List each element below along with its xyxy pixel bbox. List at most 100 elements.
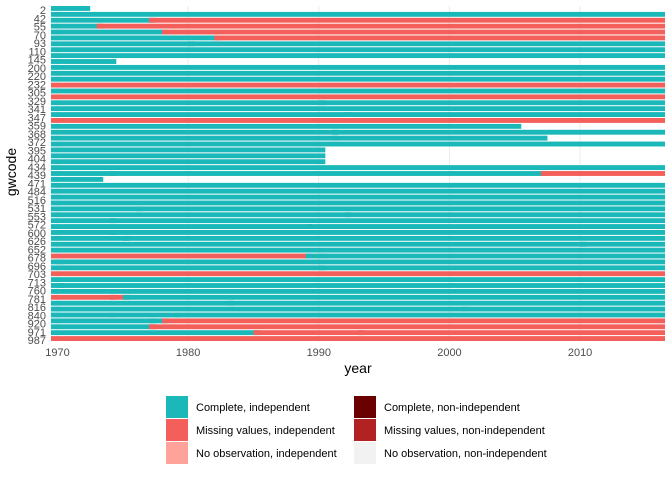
- y-tick-label: 760: [28, 286, 46, 298]
- bar-segment: [318, 100, 665, 106]
- y-tick-label: 305: [28, 88, 46, 100]
- bar-segment: [344, 212, 665, 218]
- bar-segment: [51, 64, 665, 70]
- bar-segment: [51, 70, 665, 76]
- bar-segment: [96, 23, 666, 29]
- bar-segment: [51, 253, 313, 259]
- y-tick-label: 484: [28, 187, 46, 199]
- bar-segment: [188, 41, 665, 47]
- bar-segment: [344, 112, 665, 117]
- bar-segment: [51, 118, 665, 123]
- y-axis-tick-labels: 2425570931101452002202323053293413473593…: [28, 5, 46, 347]
- y-tick-label: 2: [40, 5, 46, 17]
- y-tick-label: 145: [28, 55, 46, 67]
- bar-segment: [57, 259, 665, 265]
- bar-segment: [540, 171, 665, 176]
- bar-segment: [51, 11, 665, 17]
- bar-segment: [51, 288, 665, 294]
- bar-segment: [331, 129, 665, 135]
- bar-segment: [109, 294, 130, 300]
- bar-segment: [51, 318, 156, 324]
- bar-segment: [162, 29, 666, 35]
- bar-segment: [51, 53, 665, 59]
- bar-segment: [51, 159, 326, 165]
- x-axis-title: year: [344, 360, 372, 376]
- bar-segment: [162, 318, 666, 324]
- bar-segment: [109, 171, 548, 176]
- bar-segment: [51, 23, 104, 29]
- y-tick-label: 626: [28, 236, 46, 248]
- bar-segment: [51, 188, 665, 194]
- bar-segment: [51, 171, 117, 176]
- legend-label: Missing values, non-independent: [384, 425, 545, 437]
- y-tick-label: 652: [28, 244, 46, 256]
- y-tick-label: 404: [28, 154, 46, 166]
- y-tick-label: 55: [34, 22, 46, 34]
- y-tick-label: 70: [34, 30, 46, 42]
- bar-segment: [318, 253, 665, 259]
- bar-segment: [51, 29, 169, 35]
- bar-segment: [51, 35, 221, 41]
- y-tick-label: 713: [28, 277, 46, 289]
- y-tick-label: 971: [28, 327, 46, 339]
- bar-segment: [148, 17, 665, 23]
- bar-segment: [51, 17, 156, 23]
- bar-segment: [51, 106, 665, 112]
- bar-segment: [51, 47, 665, 53]
- bar-segment: [318, 265, 665, 271]
- y-tick-label: 220: [28, 71, 46, 83]
- bar-segment: [51, 129, 339, 135]
- legend-label: No observation, independent: [196, 448, 337, 460]
- y-tick-label: 553: [28, 211, 46, 223]
- legend-label: No observation, non-independent: [384, 448, 547, 460]
- legend-label: Complete, independent: [196, 402, 310, 414]
- y-tick-label: 439: [28, 170, 46, 182]
- bar-segment: [305, 224, 665, 229]
- bar-segment: [51, 200, 665, 206]
- bar-segment: [51, 194, 665, 200]
- legend-swatch: [166, 419, 188, 441]
- bar-segment: [51, 218, 117, 224]
- bar-segment: [358, 330, 665, 336]
- bar-segment: [51, 230, 117, 235]
- bar-segment: [51, 330, 261, 336]
- y-tick-label: 395: [28, 145, 46, 157]
- legend-label: Complete, non-independent: [384, 402, 520, 414]
- legend-swatch: [166, 396, 188, 418]
- y-tick-label: 93: [34, 38, 46, 50]
- y-tick-label: 329: [28, 96, 46, 108]
- bar-segment: [51, 206, 143, 212]
- bar-segment: [175, 312, 665, 318]
- bar-segment: [109, 312, 182, 318]
- bar-segment: [122, 294, 665, 300]
- x-tick-label: 1970: [45, 347, 69, 359]
- bar-segment: [51, 123, 522, 129]
- bar-segment: [51, 6, 91, 11]
- y-tick-label: 696: [28, 261, 46, 273]
- legend-swatch: [166, 442, 188, 464]
- bar-segment: [51, 336, 665, 341]
- bar-segment: [462, 306, 665, 312]
- y-tick-label: 678: [28, 253, 46, 265]
- bar-segment: [51, 306, 470, 312]
- bar-segment: [51, 324, 156, 330]
- y-tick-label: 516: [28, 195, 46, 207]
- bar-segment: [51, 59, 117, 64]
- y-tick-label: 232: [28, 79, 46, 91]
- bar-segment: [214, 35, 666, 41]
- bar-segment: [51, 112, 352, 117]
- bar-segment: [51, 247, 665, 253]
- y-tick-label: 816: [28, 302, 46, 314]
- x-axis-tick-labels: 1970 1980 1990 2000 2010: [45, 347, 592, 359]
- legend: Complete, independent Missing values, ind…: [166, 396, 547, 464]
- y-tick-label: 920: [28, 319, 46, 331]
- bar-segment: [51, 76, 665, 82]
- legend-swatch: [354, 442, 376, 464]
- bar-segment: [51, 147, 326, 153]
- bar-segment: [51, 271, 665, 277]
- y-tick-label: 531: [28, 203, 46, 215]
- y-tick-label: 372: [28, 137, 46, 149]
- legend-swatch: [354, 419, 376, 441]
- x-tick-label: 2000: [437, 347, 461, 359]
- y-tick-label: 840: [28, 310, 46, 322]
